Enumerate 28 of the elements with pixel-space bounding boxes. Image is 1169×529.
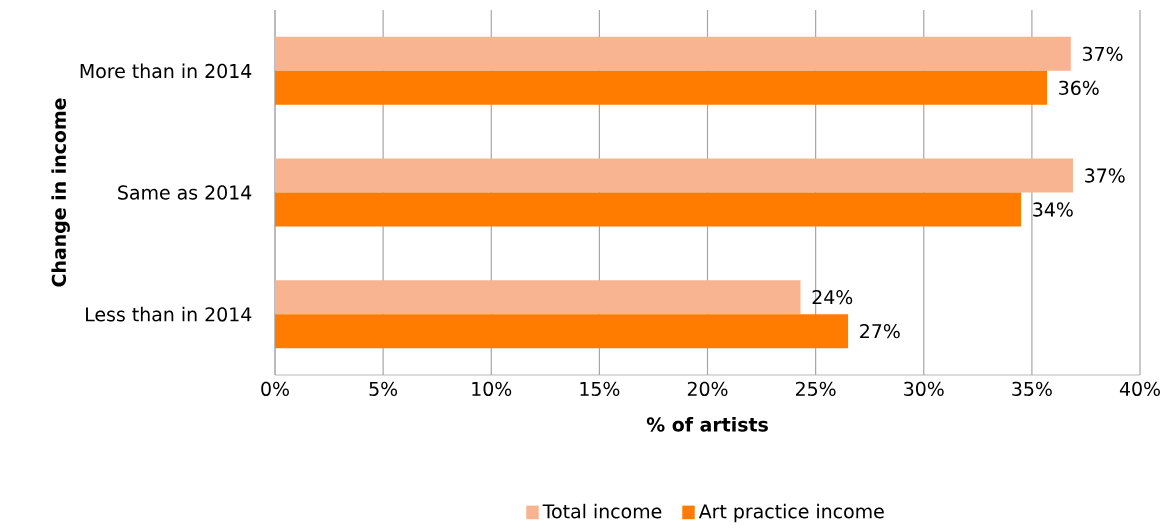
y-tick-label: Less than in 2014	[86, 306, 252, 322]
y-axis-title: Change in income	[51, 98, 70, 287]
y-tick-label: Same as 2014	[118, 185, 252, 200]
legend-label: Total income	[542, 503, 662, 519]
x-tick-label: 30%	[904, 381, 944, 397]
x-tick-label: 25%	[795, 381, 836, 397]
bar	[275, 314, 849, 349]
data-label: 36%	[1059, 80, 1099, 95]
x-tick-label: 40%	[1119, 381, 1160, 397]
x-tick-label: 10%	[472, 381, 512, 397]
x-tick-label: 20%	[687, 381, 728, 397]
data-label: 24%	[812, 289, 853, 305]
bar	[275, 192, 1022, 227]
legend-label: Art practice income	[698, 503, 884, 523]
x-tick-label: 15%	[580, 381, 620, 397]
bar	[275, 280, 801, 315]
data-label: 37%	[1085, 168, 1125, 183]
x-axis-title: % of artists	[646, 417, 768, 432]
y-tick-label: More than in 2014	[80, 63, 252, 79]
bar	[275, 158, 1073, 193]
bar	[275, 70, 1048, 105]
bar	[275, 36, 1071, 71]
data-label: 34%	[1033, 202, 1073, 217]
data-label: 27%	[860, 323, 900, 339]
x-tick-label: 5%	[369, 381, 398, 397]
data-label: 37%	[1082, 46, 1123, 61]
x-tick-label: 35%	[1012, 381, 1052, 397]
x-tick-label: 0%	[261, 381, 289, 397]
